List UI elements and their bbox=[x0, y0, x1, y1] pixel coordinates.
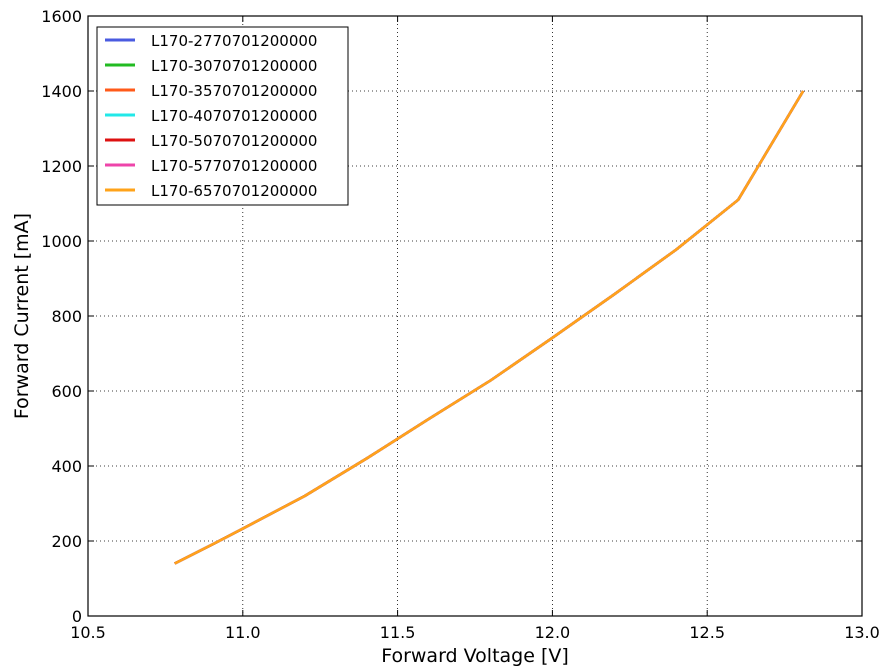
legend-label: L170-5070701200000 bbox=[151, 132, 317, 150]
y-tick-labels: 0 200 400 600 800 1000 1200 1400 1600 bbox=[41, 7, 82, 626]
y-tick-label: 1400 bbox=[41, 82, 82, 101]
y-tick-label: 0 bbox=[72, 607, 82, 626]
legend-label: L170-3570701200000 bbox=[151, 82, 317, 100]
y-axis-title: Forward Current [mA] bbox=[11, 213, 33, 419]
x-axis-title: Forward Voltage [V] bbox=[381, 645, 569, 667]
x-tick-label: 11.0 bbox=[225, 623, 261, 642]
x-tick-label: 11.5 bbox=[380, 623, 416, 642]
y-tick-label: 800 bbox=[51, 307, 82, 326]
legend-label: L170-4070701200000 bbox=[151, 107, 317, 125]
legend-label: L170-2770701200000 bbox=[151, 32, 317, 50]
legend: L170-2770701200000 L170-3070701200000 L170… bbox=[96, 26, 349, 206]
x-tick-label: 10.5 bbox=[70, 623, 106, 642]
x-tick-labels: 10.5 11.0 11.5 12.0 12.5 13.0 bbox=[70, 623, 880, 642]
legend-label: L170-6570701200000 bbox=[151, 182, 317, 200]
y-tick-label: 1600 bbox=[41, 7, 82, 26]
x-tick-label: 12.5 bbox=[689, 623, 725, 642]
legend-label: L170-3070701200000 bbox=[151, 57, 317, 75]
y-tick-label: 1200 bbox=[41, 157, 82, 176]
y-tick-label: 600 bbox=[51, 382, 82, 401]
x-tick-label: 13.0 bbox=[844, 623, 880, 642]
series-line bbox=[174, 90, 805, 565]
y-tick-label: 1000 bbox=[41, 232, 82, 251]
tick-marks bbox=[87, 15, 863, 617]
legend-box bbox=[96, 26, 349, 206]
y-tick-label: 400 bbox=[51, 457, 82, 476]
y-tick-label: 200 bbox=[51, 532, 82, 551]
x-tick-label: 12.0 bbox=[535, 623, 571, 642]
series-group bbox=[174, 90, 805, 565]
legend-label: L170-5770701200000 bbox=[151, 157, 317, 175]
